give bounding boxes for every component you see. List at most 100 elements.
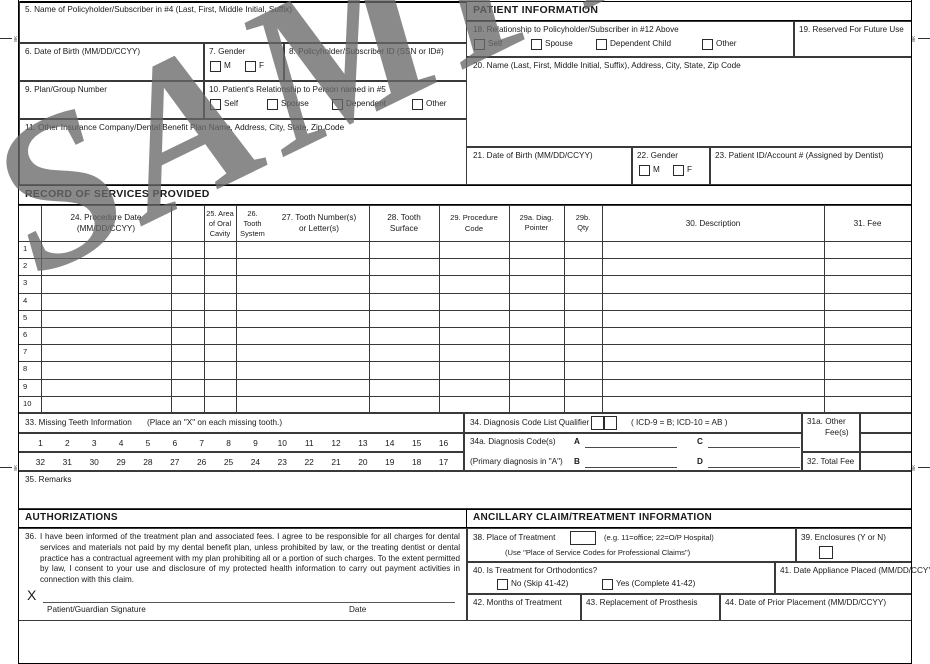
tooth-number-lower[interactable]: 27 [170, 457, 180, 467]
table-row[interactable] [41, 310, 911, 327]
field-32-value-box[interactable] [860, 452, 911, 471]
tooth-number-lower[interactable]: 30 [89, 457, 99, 467]
tooth-number-upper[interactable]: 16 [438, 438, 449, 448]
field-10-dependent[interactable]: Dependent [332, 99, 386, 110]
tooth-number-upper[interactable]: 12 [331, 438, 341, 448]
tooth-number-lower[interactable]: 21 [331, 457, 341, 467]
tooth-number-upper[interactable]: 1 [38, 438, 43, 448]
table-row[interactable] [41, 327, 911, 344]
tooth-number-upper[interactable]: 5 [145, 438, 151, 448]
tooth-number-upper[interactable]: 10 [277, 438, 287, 448]
field-7-box[interactable] [204, 43, 284, 81]
field-38-input-box[interactable] [570, 531, 596, 545]
field-18-spouse[interactable]: Spouse [531, 39, 573, 50]
checkbox-ortho-yes[interactable] [602, 579, 613, 590]
field-41-box[interactable] [775, 562, 911, 594]
services-table [19, 205, 911, 413]
tooth-number-lower[interactable]: 25 [223, 457, 234, 467]
field-10-other[interactable]: Other [412, 99, 446, 110]
missing-teeth-lower-row[interactable] [19, 452, 464, 471]
tooth-number-upper[interactable]: 9 [253, 438, 258, 448]
checkbox-p-rel-spouse[interactable] [531, 39, 542, 50]
tooth-number-upper[interactable]: 11 [304, 438, 314, 448]
patient-signature-input[interactable] [43, 588, 455, 603]
checkbox-p-gender-m[interactable] [639, 165, 650, 176]
tooth-number-lower[interactable]: 32 [35, 457, 46, 467]
checkbox-p-rel-self[interactable] [474, 39, 485, 50]
field-20-box[interactable] [467, 57, 911, 147]
tooth-number-upper[interactable]: 7 [199, 438, 205, 448]
tooth-number-upper[interactable]: 14 [385, 438, 395, 448]
field-21-box[interactable] [467, 147, 632, 185]
tooth-number-lower[interactable]: 20 [358, 457, 368, 467]
checkbox-rel-other[interactable] [412, 99, 423, 110]
field-18-dependent-child[interactable]: Dependent Child [596, 39, 671, 50]
field-22-box[interactable] [632, 147, 710, 185]
diagnosis-code-input-b[interactable] [585, 457, 677, 468]
checkbox-gender-m[interactable] [210, 61, 221, 72]
field-5-box[interactable] [19, 1, 467, 43]
field-8-box[interactable] [284, 43, 467, 81]
field-10-self[interactable]: Self [210, 99, 238, 110]
field-7-gender-m[interactable]: M [210, 61, 231, 72]
tooth-number-lower[interactable]: 24 [250, 457, 261, 467]
table-row[interactable] [41, 379, 911, 396]
tooth-number-upper[interactable]: 4 [118, 438, 124, 448]
field-40-no[interactable]: No (Skip 41-42) [497, 579, 568, 590]
diagnosis-code-input-a[interactable] [585, 437, 677, 448]
checkbox-ortho-no[interactable] [497, 579, 508, 590]
field-10-spouse[interactable]: Spouse [267, 99, 309, 110]
table-row[interactable] [41, 275, 911, 292]
tooth-number-lower[interactable]: 17 [438, 457, 449, 467]
field-18-other[interactable]: Other [702, 39, 736, 50]
field-7-gender-f[interactable]: F [245, 61, 264, 72]
tooth-number-upper[interactable]: 6 [172, 438, 178, 448]
field-31a-value-box-1[interactable] [860, 413, 911, 433]
field-9-box[interactable] [19, 81, 204, 119]
table-row[interactable] [41, 241, 911, 258]
tooth-number-lower[interactable]: 18 [412, 457, 422, 467]
checkbox-rel-dependent[interactable] [332, 99, 343, 110]
field-39-checkbox[interactable] [819, 546, 833, 559]
tooth-number-lower[interactable]: 19 [385, 457, 395, 467]
field-18-box[interactable] [467, 21, 794, 57]
checkbox-p-rel-dependent-child[interactable] [596, 39, 607, 50]
tooth-number-lower[interactable]: 23 [277, 457, 287, 467]
field-11-box[interactable] [19, 119, 467, 185]
tooth-number-upper[interactable]: 13 [358, 438, 368, 448]
table-row[interactable] [41, 344, 911, 361]
diagnosis-code-input-c[interactable] [708, 437, 800, 448]
field-34a-box[interactable] [464, 433, 802, 471]
checkbox-rel-spouse[interactable] [267, 99, 278, 110]
field-10-box[interactable] [204, 81, 467, 119]
checkbox-p-rel-other[interactable] [702, 39, 713, 50]
field-6-box[interactable] [19, 43, 204, 81]
table-row[interactable] [41, 361, 911, 378]
checkbox-p-gender-f[interactable] [673, 165, 684, 176]
tooth-number-lower[interactable]: 26 [197, 457, 207, 467]
field-34-qualifier-box-1[interactable] [591, 416, 604, 430]
table-row[interactable] [41, 396, 911, 413]
field-31a-value-box-2[interactable] [860, 433, 911, 452]
diagnosis-code-input-d[interactable] [708, 457, 800, 468]
tooth-number-lower[interactable]: 29 [116, 457, 126, 467]
field-22-gender-f[interactable]: F [673, 165, 692, 176]
tooth-number-lower[interactable]: 28 [143, 457, 153, 467]
tooth-number-upper[interactable]: 2 [64, 438, 70, 448]
field-23-box[interactable] [710, 147, 911, 185]
tooth-number-lower[interactable]: 22 [304, 457, 314, 467]
tooth-number-upper[interactable]: 3 [91, 438, 97, 448]
field-40-yes[interactable]: Yes (Complete 41-42) [602, 579, 695, 590]
table-row[interactable] [41, 293, 911, 310]
tooth-number-lower[interactable]: 31 [62, 457, 72, 467]
field-35-box[interactable] [19, 471, 911, 509]
tooth-number-upper[interactable]: 15 [412, 438, 422, 448]
missing-teeth-upper-row[interactable] [19, 433, 464, 452]
field-22-gender-m[interactable]: M [639, 165, 660, 176]
tooth-number-upper[interactable]: 8 [226, 438, 231, 448]
table-row[interactable] [41, 258, 911, 275]
checkbox-rel-self[interactable] [210, 99, 221, 110]
checkbox-gender-f[interactable] [245, 61, 256, 72]
field-18-self[interactable]: Self [474, 39, 502, 50]
field-34-qualifier-box-2[interactable] [604, 416, 617, 430]
